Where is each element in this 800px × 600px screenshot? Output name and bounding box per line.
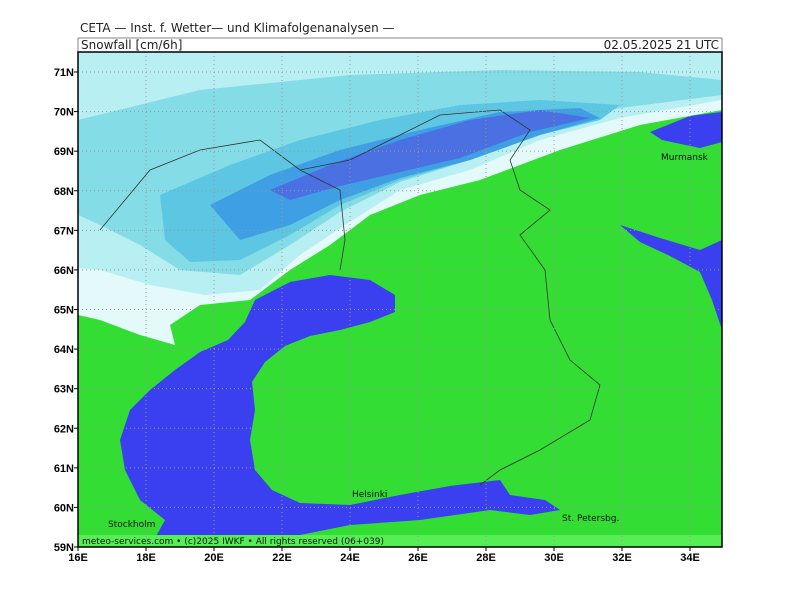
lon-label: 32E xyxy=(612,552,632,564)
lat-label: 61N xyxy=(54,463,74,475)
place-label: Helsinki xyxy=(352,490,387,500)
place-label: Murmansk xyxy=(661,153,709,163)
title: CETA — Inst. f. Wetter— und Klimafolgena… xyxy=(80,21,395,35)
lon-label: 20E xyxy=(204,552,224,564)
lon-label: 16E xyxy=(68,552,88,564)
lat-label: 67N xyxy=(54,225,74,237)
map-area: Murmansk Helsinki St. Petersbg. Stockholm m… xyxy=(78,52,722,547)
lat-label: 69N xyxy=(54,146,74,158)
axis-labels: 71N70N69N68N67N66N65N64N63N62N61N60N59N1… xyxy=(54,67,700,564)
lat-label: 65N xyxy=(54,305,74,317)
lat-label: 63N xyxy=(54,384,74,396)
lon-label: 26E xyxy=(408,552,428,564)
footer-strip xyxy=(78,535,722,547)
lon-label: 18E xyxy=(136,552,156,564)
lat-label: 62N xyxy=(54,423,74,435)
variable: Snowfall [cm/6h] xyxy=(81,38,182,52)
lat-label: 70N xyxy=(54,107,74,119)
border-finland-russia xyxy=(479,189,601,486)
border-finland-norway xyxy=(299,109,531,191)
white-sea xyxy=(620,225,722,330)
lat-label: 71N xyxy=(54,67,74,79)
places: Murmansk Helsinki St. Petersbg. Stockholm xyxy=(108,153,709,530)
place-label: St. Petersbg. xyxy=(562,514,619,524)
baltic-sea xyxy=(120,275,560,547)
lat-label: 64N xyxy=(54,344,74,356)
lat-label: 60N xyxy=(54,502,74,514)
lon-label: 30E xyxy=(544,552,564,564)
grid xyxy=(78,52,722,547)
lon-label: 24E xyxy=(340,552,360,564)
lat-label: 59N xyxy=(54,542,74,554)
barents-sea xyxy=(650,112,722,148)
lat-label: 66N xyxy=(54,265,74,277)
lon-label: 34E xyxy=(680,552,700,564)
lat-label: 68N xyxy=(54,186,74,198)
place-label: Stockholm xyxy=(108,520,155,530)
snow-heaviest xyxy=(270,110,590,200)
lon-label: 28E xyxy=(476,552,496,564)
map-frame xyxy=(77,51,723,548)
border-norway-sweden xyxy=(99,139,346,271)
valid-time: 02.05.2025 21 UTC xyxy=(604,38,719,52)
lon-label: 22E xyxy=(272,552,292,564)
footer: meteo-services.com • (c)2025 IWKF • All … xyxy=(82,537,384,547)
